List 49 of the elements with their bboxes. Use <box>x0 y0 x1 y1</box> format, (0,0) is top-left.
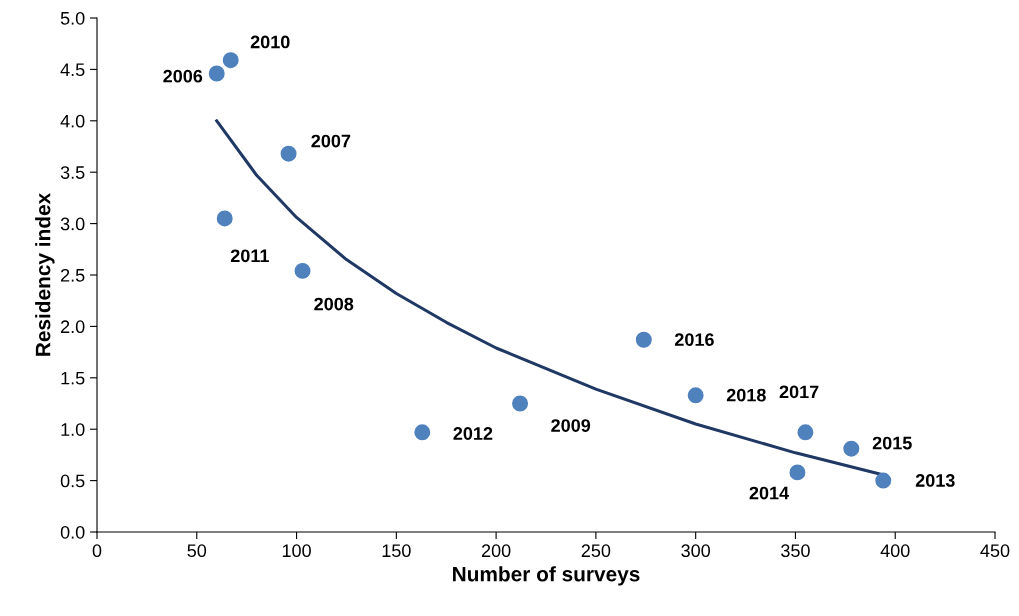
y-tick-label: 0.0 <box>60 525 85 539</box>
point <box>280 145 297 162</box>
y-tick-label: 2.0 <box>61 320 85 334</box>
x-axis-title: Number of surveys <box>453 566 640 586</box>
annotation: 2010 <box>250 35 290 49</box>
y-tick-label: 3.5 <box>60 166 85 179</box>
x-tick-label: 300 <box>681 544 711 558</box>
y-tick-label: 1.0 <box>61 423 85 436</box>
y-tick-label: 4.0 <box>60 114 85 128</box>
annotation: 2018 <box>726 388 766 402</box>
x-tick-label: 250 <box>581 544 611 558</box>
annotation: 2017 <box>779 385 819 399</box>
y-tick-label: 0.5 <box>60 474 85 488</box>
point <box>789 464 806 481</box>
point <box>797 424 814 441</box>
x-tick-label: 150 <box>382 544 411 558</box>
annotation: 2016 <box>674 333 714 346</box>
y-axis-title: Residency index <box>35 192 55 356</box>
y-tick-label: 4.5 <box>60 63 85 77</box>
x-tick-label: 0 <box>92 544 102 558</box>
x-tick-label: 50 <box>187 544 207 558</box>
y-tick-label: 2.5 <box>61 268 85 282</box>
point <box>635 331 652 348</box>
y-tick-label: 1.5 <box>61 371 85 385</box>
x-tick-label: 350 <box>781 544 810 558</box>
point <box>687 387 704 404</box>
point <box>843 440 860 457</box>
annotation: 2014 <box>749 486 790 500</box>
point <box>294 262 311 279</box>
x-tick-label: 200 <box>481 544 511 558</box>
point <box>512 395 529 412</box>
y-tick-label: 5.0 <box>60 11 85 25</box>
x-tick-label: 450 <box>980 544 1010 558</box>
annotation: 2009 <box>551 419 591 432</box>
point <box>414 424 431 441</box>
point <box>875 472 892 489</box>
annotation: 2008 <box>314 297 354 311</box>
point <box>222 52 239 69</box>
annotation: 2012 <box>453 427 493 440</box>
x-tick-label: 100 <box>282 544 311 558</box>
annotation: 2015 <box>872 436 912 450</box>
point <box>208 65 225 82</box>
annotation: 2007 <box>311 134 351 148</box>
annotation: 2013 <box>915 474 955 487</box>
x-tick-label: 400 <box>880 544 910 558</box>
annotation: 2011 <box>230 249 269 263</box>
annotation: 2006 <box>163 69 203 83</box>
y-tick-label: 3.0 <box>60 217 85 231</box>
point <box>216 210 233 227</box>
